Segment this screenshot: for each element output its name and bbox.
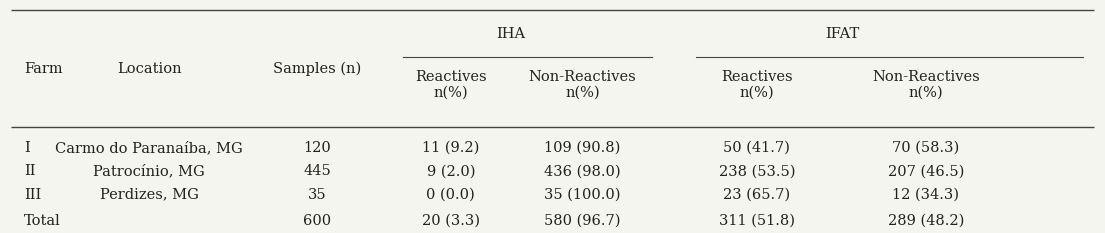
Text: Non-Reactives
n(%): Non-Reactives n(%): [528, 70, 636, 100]
Text: II: II: [24, 164, 35, 178]
Text: I: I: [24, 141, 30, 155]
Text: 11 (9.2): 11 (9.2): [422, 141, 480, 155]
Text: 12 (34.3): 12 (34.3): [893, 188, 959, 202]
Text: Patrocínio, MG: Patrocínio, MG: [93, 164, 206, 178]
Text: 20 (3.3): 20 (3.3): [422, 214, 480, 228]
Text: 0 (0.0): 0 (0.0): [427, 188, 475, 202]
Text: Samples (n): Samples (n): [273, 62, 361, 76]
Text: Total: Total: [24, 214, 61, 228]
Text: 120: 120: [303, 141, 332, 155]
Text: Reactives
n(%): Reactives n(%): [722, 70, 792, 100]
Text: IFAT: IFAT: [825, 27, 859, 41]
Text: Location: Location: [117, 62, 181, 76]
Text: Non-Reactives
n(%): Non-Reactives n(%): [872, 70, 980, 100]
Text: IHA: IHA: [496, 27, 525, 41]
Text: 109 (90.8): 109 (90.8): [544, 141, 621, 155]
Text: 23 (65.7): 23 (65.7): [724, 188, 790, 202]
Text: 35 (100.0): 35 (100.0): [544, 188, 621, 202]
Text: 9 (2.0): 9 (2.0): [427, 164, 475, 178]
Text: 311 (51.8): 311 (51.8): [719, 214, 794, 228]
Text: 580 (96.7): 580 (96.7): [544, 214, 621, 228]
Text: 238 (53.5): 238 (53.5): [718, 164, 796, 178]
Text: Farm: Farm: [24, 62, 63, 76]
Text: III: III: [24, 188, 42, 202]
Text: 436 (98.0): 436 (98.0): [544, 164, 621, 178]
Text: Carmo do Paranaíba, MG: Carmo do Paranaíba, MG: [55, 141, 243, 155]
Text: 289 (48.2): 289 (48.2): [887, 214, 965, 228]
Text: 35: 35: [308, 188, 326, 202]
Text: Reactives
n(%): Reactives n(%): [415, 70, 486, 100]
Text: 70 (58.3): 70 (58.3): [893, 141, 959, 155]
Text: 50 (41.7): 50 (41.7): [724, 141, 790, 155]
Text: Perdizes, MG: Perdizes, MG: [99, 188, 199, 202]
Text: 445: 445: [303, 164, 332, 178]
Text: 207 (46.5): 207 (46.5): [887, 164, 965, 178]
Text: 600: 600: [303, 214, 332, 228]
